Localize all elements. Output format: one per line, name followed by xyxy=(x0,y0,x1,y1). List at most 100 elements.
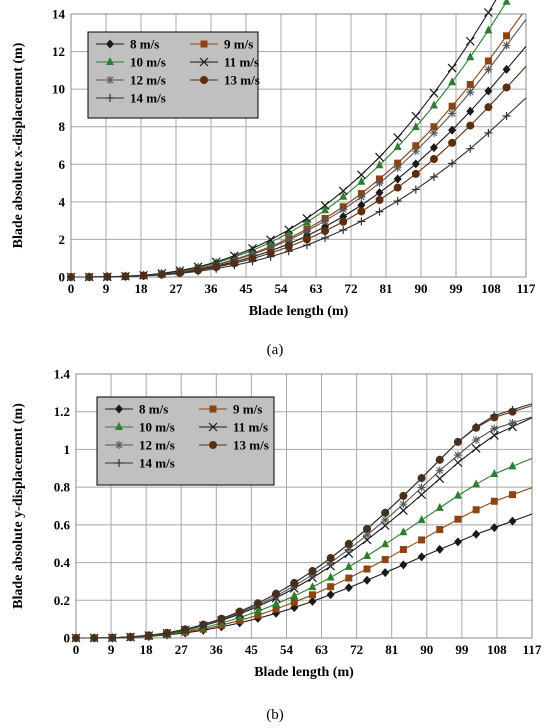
data-point xyxy=(429,88,439,98)
data-point xyxy=(344,583,353,593)
legend-label: 12 m/s xyxy=(139,438,175,453)
data-point xyxy=(490,424,499,433)
data-point xyxy=(321,226,330,235)
data-point xyxy=(465,36,475,46)
x-tick-label: 36 xyxy=(205,281,219,296)
data-point xyxy=(302,213,312,223)
x-tick-label: 54 xyxy=(280,642,294,657)
x-axis-label: Blade length (m) xyxy=(249,304,349,319)
data-point xyxy=(272,589,281,598)
data-point xyxy=(321,233,330,242)
data-point xyxy=(248,245,257,254)
data-point xyxy=(411,111,421,121)
data-point xyxy=(448,102,456,110)
data-point xyxy=(357,200,366,210)
legend-label: 9 m/s xyxy=(224,37,253,52)
x-tick-label: 108 xyxy=(487,642,507,657)
y-tick-label: 0 xyxy=(64,631,71,646)
data-point xyxy=(290,578,299,587)
data-point xyxy=(448,109,457,118)
data-point xyxy=(344,561,353,570)
plot-frame xyxy=(70,13,527,278)
x-tick-label: 99 xyxy=(455,642,469,657)
chart-a-svg: 0 9 18 27 36 45 54 63 72 81 90 99 108 117 0 2 4 6 8 10 12 14 B… xyxy=(11,0,536,319)
y-tick-label: 0.8 xyxy=(54,480,71,495)
data-point xyxy=(108,633,117,642)
data-point xyxy=(230,261,239,270)
x-tick-label: 36 xyxy=(210,642,224,657)
legend-item: 11 m/s xyxy=(190,55,259,70)
data-point xyxy=(302,241,311,250)
y-tick-label: 0.2 xyxy=(54,593,70,608)
data-point xyxy=(411,185,420,194)
data-point xyxy=(484,128,493,137)
series-9-m-s xyxy=(72,487,533,642)
data-point xyxy=(398,506,408,515)
data-point xyxy=(429,100,438,109)
data-point xyxy=(339,205,348,214)
data-point xyxy=(272,608,281,618)
legend-item: 13 m/s xyxy=(199,438,269,453)
data-point xyxy=(484,57,492,65)
data-point xyxy=(199,620,208,629)
y-tick-label: 1.2 xyxy=(54,404,70,419)
x-tick-label: 90 xyxy=(420,642,433,657)
data-point xyxy=(503,32,511,40)
x-tick-label: 18 xyxy=(140,642,154,657)
data-point xyxy=(284,235,293,244)
data-point xyxy=(453,451,462,460)
data-point xyxy=(466,52,475,61)
data-point xyxy=(429,143,438,153)
series-10-m-s xyxy=(72,457,533,641)
data-point xyxy=(502,41,511,50)
legend-item: 8 m/s xyxy=(105,402,168,417)
legend-label: 11 m/s xyxy=(233,420,268,435)
series-14-m-s xyxy=(72,403,533,642)
legend-label: 10 m/s xyxy=(139,420,175,435)
legend-item: 9 m/s xyxy=(199,402,262,417)
data-point xyxy=(363,575,372,585)
chart-panel-b: 0 9 18 27 36 45 54 63 72 81 90 99 108 117 0 0.2 0.4 0.6 0.… xyxy=(0,364,550,728)
legend-item: 12 m/s xyxy=(105,438,175,453)
x-tick-label: 27 xyxy=(170,281,184,296)
x-tick-label: 117 xyxy=(517,281,536,296)
data-point xyxy=(272,605,280,613)
data-point xyxy=(72,634,80,642)
data-point xyxy=(363,550,372,559)
data-point xyxy=(502,112,511,121)
legend-marker xyxy=(200,76,208,84)
data-point xyxy=(345,574,353,582)
chart-a-caption: (a) xyxy=(266,342,284,358)
data-point xyxy=(393,183,402,192)
legend-marker xyxy=(115,441,123,449)
data-point xyxy=(375,195,384,204)
x-tick-label: 9 xyxy=(108,642,115,657)
legend-box xyxy=(87,31,259,119)
legend: 8 m/s 9 m/s 10 m/s 11 m/s 12 m/s 13 m/s 14 m/s xyxy=(87,31,260,119)
y-tick-label: 0.4 xyxy=(54,555,71,570)
data-point xyxy=(308,591,316,599)
data-point xyxy=(302,235,311,244)
data-point xyxy=(430,123,438,131)
legend-marker xyxy=(200,40,208,48)
x-tick-label: 45 xyxy=(240,281,254,296)
y-tick-label: 14 xyxy=(52,7,66,22)
data-point xyxy=(399,491,408,500)
data-point xyxy=(339,226,348,235)
legend-label: 13 m/s xyxy=(233,438,269,453)
y-tick-label: 0 xyxy=(59,270,66,285)
data-point xyxy=(356,170,366,180)
data-point xyxy=(344,539,353,548)
data-point xyxy=(321,205,330,214)
data-point xyxy=(448,159,457,168)
data-point xyxy=(67,273,75,281)
series-group xyxy=(71,403,533,643)
legend: 8 m/s 9 m/s 10 m/s 11 m/s 12 m/s 13 m/s 14 m/s xyxy=(96,396,275,486)
data-point xyxy=(472,506,480,514)
legend-label: 8 m/s xyxy=(139,402,168,417)
data-point xyxy=(235,607,244,616)
data-point xyxy=(381,508,390,517)
data-point xyxy=(472,479,481,488)
data-point xyxy=(126,632,135,641)
plot-frame xyxy=(75,373,533,639)
